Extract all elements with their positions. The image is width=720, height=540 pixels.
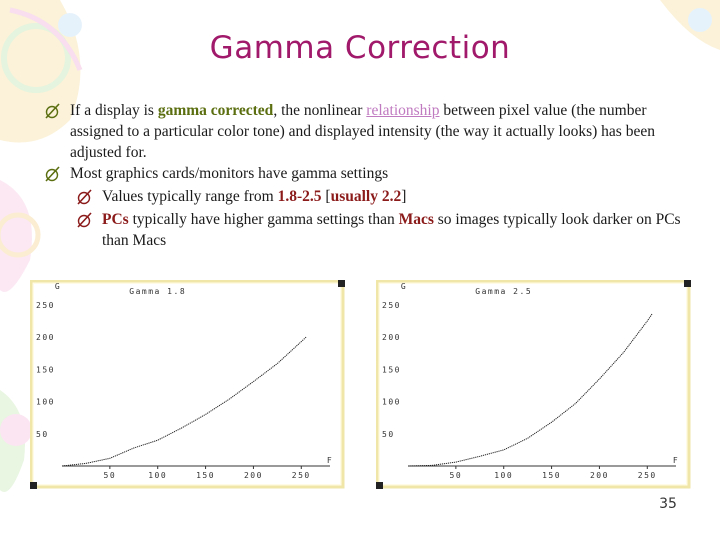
bullet-text: Values typically range from	[102, 188, 278, 205]
x-tick-label: 50	[450, 471, 463, 480]
y-tick-label: 150	[382, 365, 401, 374]
bullet-text: typically have higher gamma settings tha…	[128, 211, 399, 228]
x-axis-label: F	[327, 456, 333, 465]
bullet-text: between pixel value (the number assigned…	[70, 102, 655, 161]
y-tick-label: 200	[382, 333, 401, 342]
chart-plot-area	[380, 284, 686, 484]
bullet-text: Most graphics cards/monitors have gamma …	[70, 165, 389, 182]
gamma-usual: usually 2.2	[330, 188, 402, 205]
y-axis-label: G	[55, 282, 61, 291]
subbullet-values-range: Values typically range from 1.8-2.5 [usu…	[44, 186, 684, 207]
bullet-list: If a display is gamma corrected, the non…	[44, 100, 684, 251]
chart-plot-area	[34, 284, 340, 484]
bullet-graphics-cards: Most graphics cards/monitors have gamma …	[44, 163, 684, 184]
x-tick-label: 150	[196, 471, 215, 480]
slide-title: Gamma Correction	[209, 30, 511, 66]
x-tick-label: 200	[590, 471, 609, 480]
chart-corner-mark	[376, 482, 383, 489]
bullet-text: ]	[401, 188, 407, 205]
x-tick-label: 50	[104, 471, 117, 480]
bullet-text: If a display is	[70, 102, 158, 119]
x-tick-label: 250	[638, 471, 657, 480]
y-tick-label: 150	[36, 365, 55, 374]
gamma-curve	[407, 313, 653, 467]
bullet-icon	[77, 212, 92, 228]
gamma-2-5-chart: Gamma 2.5 G F 50 100 150 200 250 50 100 150 200 250	[376, 280, 696, 494]
bullet-icon	[77, 189, 92, 205]
chart-title: Gamma 1.8	[129, 287, 186, 296]
bullet-icon	[45, 103, 60, 119]
bullet-text: , the nonlinear	[273, 102, 367, 119]
chart-corner-mark	[30, 482, 37, 489]
gamma-corrected-term: gamma corrected	[157, 102, 274, 119]
x-tick-label: 150	[542, 471, 561, 480]
subbullet-pcs-macs: PCs typically have higher gamma settings…	[44, 209, 684, 251]
y-tick-label: 50	[382, 430, 395, 439]
chart-corner-mark	[338, 280, 345, 287]
gamma-range: 1.8-2.5	[277, 188, 322, 205]
bullet-text: so images typically look darker on PCs t…	[102, 211, 681, 249]
chart-svg: Gamma 1.8 G F 50 100 150 200 250 50 100 150 200 250	[30, 280, 345, 489]
chart-corner-mark	[684, 280, 691, 287]
relationship-link[interactable]: relationship	[366, 102, 440, 119]
y-tick-label: 200	[36, 333, 55, 342]
bullet-gamma-corrected: If a display is gamma corrected, the non…	[44, 100, 684, 163]
y-tick-label: 100	[382, 398, 401, 407]
chart-title: Gamma 2.5	[475, 287, 532, 296]
x-tick-label: 250	[292, 471, 311, 480]
x-tick-label: 200	[244, 471, 263, 480]
gamma-curve	[61, 336, 307, 467]
bullet-text: [	[321, 188, 331, 205]
gamma-1-8-chart: Gamma 1.8 G F 50 100 150 200 250 50 100 150 200 250	[30, 280, 350, 494]
y-tick-label: 250	[36, 301, 55, 310]
x-tick-label: 100	[148, 471, 167, 480]
y-tick-label: 50	[36, 430, 49, 439]
x-axis-label: F	[673, 456, 679, 465]
x-tick-label: 100	[494, 471, 513, 480]
bullet-icon	[45, 166, 60, 182]
page-number: 35	[659, 496, 677, 512]
chart-svg: Gamma 2.5 G F 50 100 150 200 250 50 100 150 200 250	[376, 280, 691, 489]
pcs-term: PCs	[102, 211, 129, 228]
y-axis-label: G	[401, 282, 407, 291]
y-tick-label: 100	[36, 398, 55, 407]
macs-term: Macs	[398, 211, 434, 228]
y-tick-label: 250	[382, 301, 401, 310]
